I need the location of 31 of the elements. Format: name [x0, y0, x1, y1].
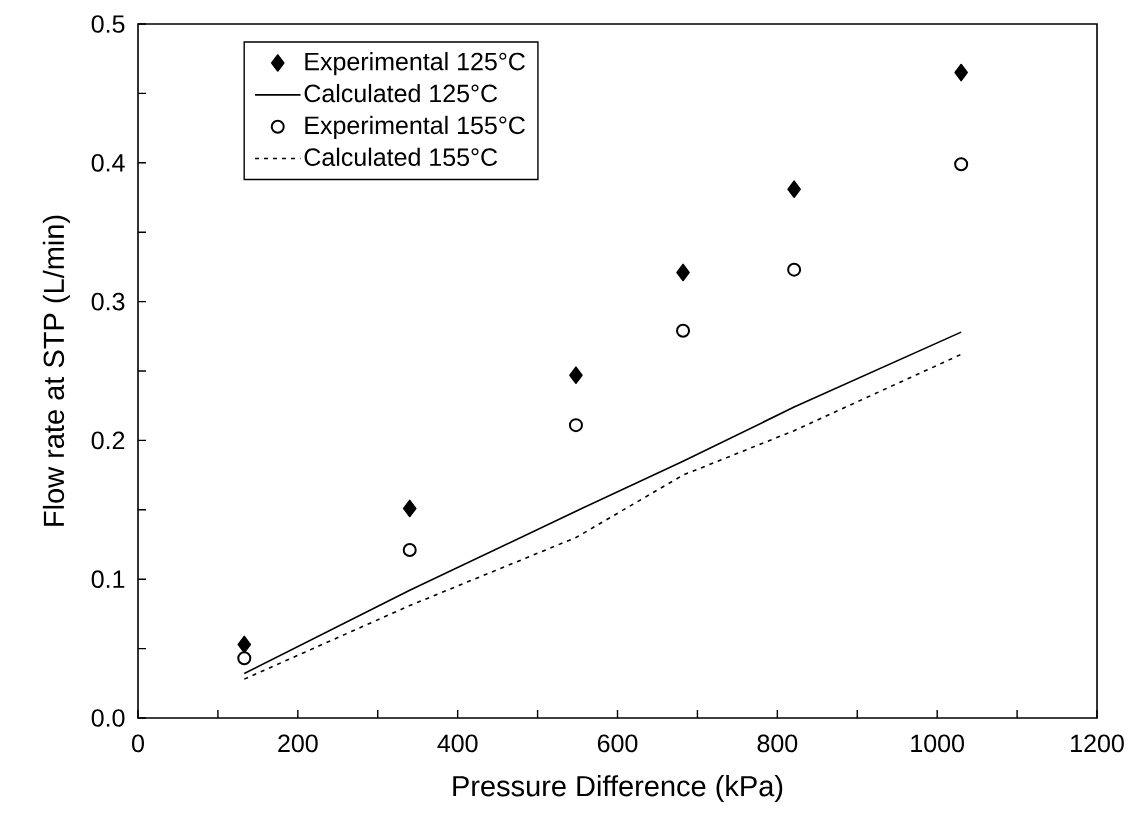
- y-tick-label: 0.1: [91, 570, 125, 589]
- x-tick-label: 1200: [1071, 734, 1124, 753]
- x-tick-label: 600: [597, 734, 638, 753]
- point: [568, 418, 583, 433]
- legend-label: Calculated 155°C: [304, 147, 498, 167]
- point: [954, 63, 968, 82]
- point: [954, 157, 969, 172]
- x-tick-label: 1000: [911, 734, 964, 753]
- point: [787, 180, 801, 198]
- point: [237, 651, 252, 666]
- y-axis-title: Flow rate at STP (L/min): [42, 215, 70, 526]
- x-tick-label: 800: [757, 734, 798, 753]
- point: [402, 499, 417, 518]
- x-tick-label: 400: [437, 734, 478, 753]
- point: [402, 543, 417, 558]
- y-tick-label: 0.2: [91, 431, 125, 450]
- x-tick-label: 0: [132, 734, 144, 753]
- y-tick-label: 0.0: [91, 709, 125, 727]
- x-axis-title: Pressure Difference (kPa): [453, 775, 783, 803]
- point: [676, 263, 690, 282]
- legend-label: Experimental 125°C: [305, 52, 525, 76]
- y-tick-label: 0.5: [91, 15, 125, 33]
- point: [787, 262, 802, 277]
- point: [569, 366, 583, 384]
- y-tick-label: 0.3: [91, 292, 125, 311]
- y-tick-label: 0.4: [91, 153, 125, 172]
- legend-label: Experimental 155°C: [305, 115, 525, 140]
- legend-label: Calculated 125°C: [304, 83, 498, 103]
- point: [237, 635, 252, 654]
- point: [676, 323, 691, 338]
- x-tick-label: 200: [278, 734, 318, 753]
